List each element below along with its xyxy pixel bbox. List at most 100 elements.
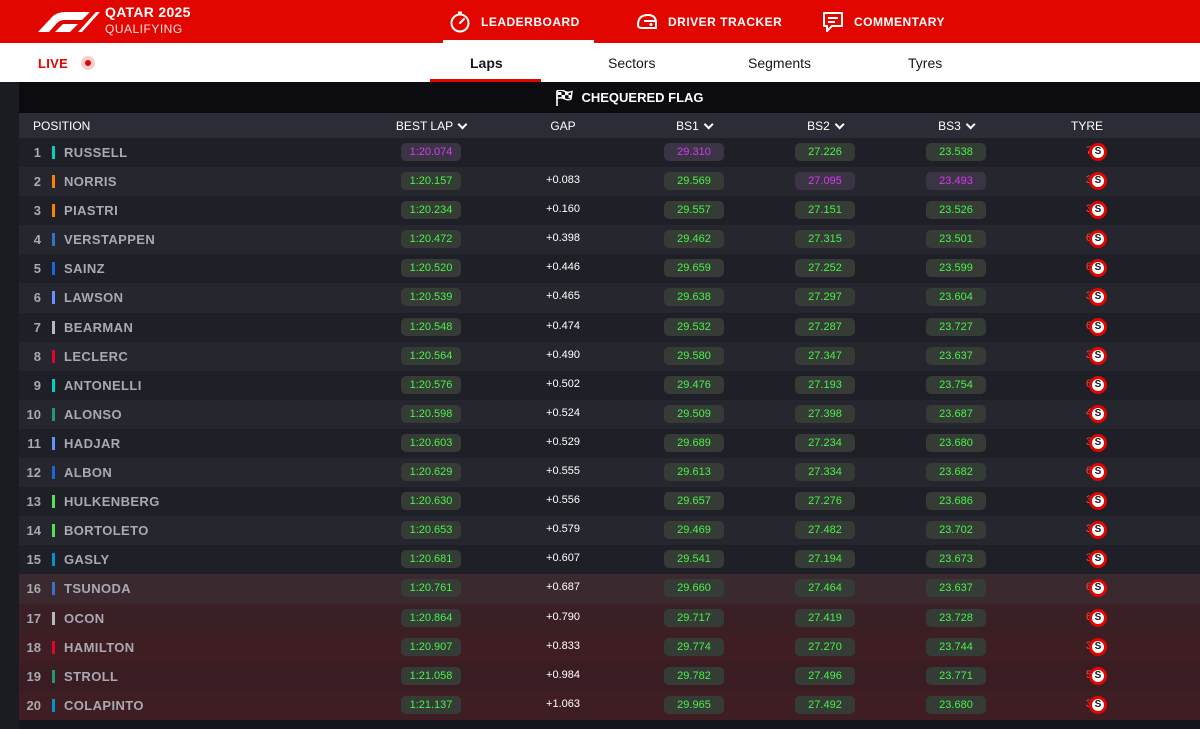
col-bs1[interactable]: BS1 bbox=[676, 119, 714, 133]
driver-name[interactable]: VERSTAPPEN bbox=[64, 232, 156, 248]
best-sector-1: 29.532 bbox=[664, 317, 724, 336]
col-bs3[interactable]: BS3 bbox=[938, 119, 976, 133]
table-row[interactable]: 9 ANTONELLI 1:20.576 +0.502 29.476 27.193 23.7… bbox=[19, 370, 1200, 400]
table-row[interactable]: 13 HULKENBERG 1:20.630 +0.556 29.657 27.276 23… bbox=[19, 487, 1200, 517]
team-color-bar bbox=[52, 378, 55, 392]
gap-to-leader: +0.398 bbox=[546, 232, 580, 245]
driver-name[interactable]: LAWSON bbox=[64, 290, 124, 306]
driver-name[interactable]: BORTOLETO bbox=[64, 523, 149, 539]
table-row[interactable]: 3 PIASTRI 1:20.234 +0.160 29.557 27.151 23.526… bbox=[19, 196, 1200, 226]
best-sector-2: 27.193 bbox=[795, 375, 855, 394]
driver-name[interactable]: RUSSELL bbox=[64, 145, 128, 160]
driver-name[interactable]: NORRIS bbox=[64, 174, 117, 190]
position-number: 19 bbox=[26, 668, 41, 684]
best-sector-1: 29.557 bbox=[664, 201, 724, 220]
position-number: 4 bbox=[33, 232, 41, 248]
driver-name[interactable]: PIASTRI bbox=[64, 203, 119, 219]
driver-name[interactable]: GASLY bbox=[64, 552, 110, 568]
table-row[interactable]: 2 NORRIS 1:20.157 +0.083 29.569 27.095 23.493 3… bbox=[19, 167, 1200, 197]
chevron-down-icon bbox=[965, 119, 976, 129]
table-row[interactable]: 16 TSUNODA 1:20.761 +0.687 29.660 27.464 23.63… bbox=[19, 574, 1200, 604]
table-row[interactable]: 18 HAMILTON 1:20.907 +0.833 29.774 27.270 23.7… bbox=[19, 632, 1200, 662]
driver-name[interactable]: ALONSO bbox=[64, 406, 123, 422]
table-row[interactable]: 5 SAINZ 1:20.520 +0.446 29.659 27.252 23.599 6S bbox=[19, 254, 1200, 284]
soft-tyre-icon: S bbox=[1089, 492, 1107, 511]
soft-tyre-icon: S bbox=[1089, 259, 1107, 278]
col-gap: GAP bbox=[550, 119, 575, 133]
table-row[interactable]: 19 STROLL 1:21.058 +0.984 29.782 27.496 23.771… bbox=[19, 661, 1200, 691]
best-sector-2: 27.234 bbox=[795, 433, 855, 452]
tyre-lap-count: 6 bbox=[1086, 261, 1092, 273]
driver-name[interactable]: ANTONELLI bbox=[64, 377, 142, 393]
tab-sectors[interactable]: Sectors bbox=[608, 55, 656, 71]
driver-name[interactable]: COLAPINTO bbox=[64, 697, 144, 713]
table-row[interactable]: 7 BEARMAN 1:20.548 +0.474 29.532 27.287 23.727… bbox=[19, 312, 1200, 342]
driver-name[interactable]: HAMILTON bbox=[64, 639, 135, 655]
col-best-lap[interactable]: BEST LAP bbox=[396, 119, 468, 133]
best-lap-time: 1:20.653 bbox=[401, 521, 461, 540]
table-row[interactable]: 17 OCON 1:20.864 +0.790 29.717 27.419 23.728 6S bbox=[19, 603, 1200, 633]
best-sector-2: 27.419 bbox=[795, 608, 855, 627]
tab-laps[interactable]: Laps bbox=[470, 55, 503, 71]
table-row[interactable]: 15 GASLY 1:20.681 +0.607 29.541 27.194 23.673 3… bbox=[19, 545, 1200, 575]
best-sector-1: 29.965 bbox=[664, 695, 724, 714]
driver-name[interactable]: BEARMAN bbox=[64, 319, 134, 335]
chevron-down-icon bbox=[834, 119, 845, 129]
team-color-bar bbox=[52, 407, 55, 421]
table-row[interactable]: 11 HADJAR 1:20.603 +0.529 29.689 27.234 23.680… bbox=[19, 428, 1200, 459]
best-sector-2: 27.252 bbox=[795, 259, 855, 278]
best-sector-1: 29.462 bbox=[664, 230, 724, 249]
comment-icon bbox=[823, 11, 843, 32]
best-lap-time: 1:20.630 bbox=[401, 492, 461, 511]
best-sector-2: 27.492 bbox=[795, 695, 855, 714]
soft-tyre-icon: S bbox=[1089, 550, 1107, 569]
best-sector-2: 27.464 bbox=[795, 579, 855, 598]
best-lap-time: 1:21.137 bbox=[401, 695, 461, 714]
driver-name[interactable]: HULKENBERG bbox=[64, 494, 160, 510]
driver-name[interactable]: HADJAR bbox=[64, 435, 121, 451]
event-info: QATAR 2025 QUALIFYING bbox=[105, 4, 191, 37]
driver-name[interactable]: TSUNODA bbox=[64, 581, 132, 597]
best-lap-time: 1:20.681 bbox=[401, 550, 461, 569]
tab-segments[interactable]: Segments bbox=[748, 55, 812, 71]
nav-driver-tracker[interactable]: DRIVER TRACKER bbox=[636, 0, 782, 43]
driver-name[interactable]: LECLERC bbox=[64, 348, 129, 364]
gap-to-leader: +0.833 bbox=[546, 639, 580, 652]
driver-name[interactable]: OCON bbox=[64, 610, 105, 626]
soft-tyre-icon: S bbox=[1089, 288, 1107, 307]
best-sector-2: 27.270 bbox=[795, 637, 855, 656]
table-row[interactable]: 4 VERSTAPPEN 1:20.472 +0.398 29.462 27.315 23.… bbox=[19, 225, 1200, 255]
driver-name[interactable]: STROLL bbox=[64, 668, 119, 684]
table-row[interactable]: 10 ALONSO 1:20.598 +0.524 29.509 27.398 23.687… bbox=[19, 399, 1200, 429]
table-row[interactable]: 20 COLAPINTO 1:21.137 +1.063 29.965 27.492 23.… bbox=[19, 690, 1200, 720]
best-sector-3: 23.744 bbox=[926, 637, 986, 656]
best-sector-3: 23.728 bbox=[926, 608, 986, 627]
team-color-bar bbox=[52, 466, 55, 480]
nav-commentary[interactable]: COMMENTARY bbox=[822, 0, 945, 43]
nav-leaderboard[interactable]: LEADERBOARD bbox=[449, 0, 580, 43]
table-row[interactable]: 6 LAWSON 1:20.539 +0.465 29.638 27.297 23.604 3… bbox=[19, 283, 1200, 313]
best-sector-2: 27.151 bbox=[795, 201, 855, 220]
gap-to-leader: +0.446 bbox=[546, 261, 580, 274]
driver-name[interactable]: SAINZ bbox=[64, 261, 105, 277]
best-lap-time: 1:20.629 bbox=[401, 463, 461, 482]
table-row[interactable]: 1 RUSSELL 1:20.074 29.310 27.226 23.538 7S bbox=[19, 138, 1200, 168]
best-sector-1: 29.638 bbox=[664, 288, 724, 307]
tyre-lap-count: 3 bbox=[1086, 349, 1092, 361]
best-sector-1: 29.660 bbox=[664, 579, 724, 598]
live-indicator-icon bbox=[81, 56, 95, 70]
tab-tyres[interactable]: Tyres bbox=[908, 55, 943, 71]
table-row[interactable]: 14 BORTOLETO 1:20.653 +0.579 29.469 27.482 23.… bbox=[19, 516, 1200, 546]
col-bs2[interactable]: BS2 bbox=[807, 119, 845, 133]
table-row[interactable]: 12 ALBON 1:20.629 +0.555 29.613 27.334 23.682 6… bbox=[19, 458, 1200, 488]
position-number: 9 bbox=[33, 377, 41, 393]
best-sector-3: 23.680 bbox=[926, 433, 986, 452]
position-number: 8 bbox=[33, 348, 41, 364]
best-sector-3: 23.682 bbox=[926, 463, 986, 482]
table-row[interactable]: 8 LECLERC 1:20.564 +0.490 29.580 27.347 23.637… bbox=[19, 341, 1200, 371]
soft-tyre-icon: S bbox=[1089, 521, 1107, 540]
team-color-bar bbox=[52, 611, 55, 625]
driver-name[interactable]: ALBON bbox=[64, 465, 113, 481]
gap-to-leader: +0.474 bbox=[546, 319, 580, 332]
position-number: 7 bbox=[33, 319, 41, 335]
